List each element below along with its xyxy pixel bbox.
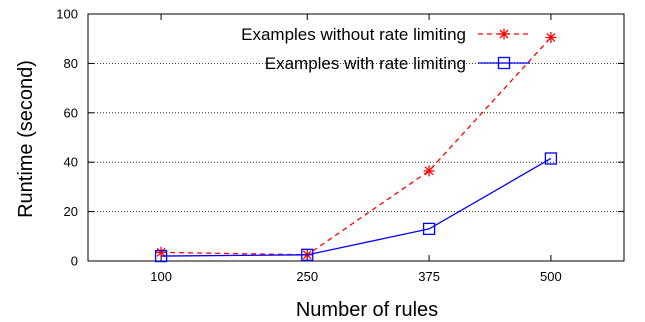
x-tick-label: 375: [418, 269, 440, 284]
legend: Examples without rate limiting Examples w…: [241, 25, 530, 73]
series-0-point: [545, 31, 557, 43]
plot-frame: [87, 13, 625, 262]
series-1-point: [301, 248, 314, 261]
legend-marker: [498, 28, 510, 40]
y-tick-label: 40: [64, 155, 78, 170]
series-1-point: [422, 222, 436, 236]
y-tick-label: 0: [71, 254, 78, 269]
y-axis-title: Runtime (second): [15, 60, 37, 218]
plot-border: [87, 13, 625, 262]
legend-label: Examples without rate limiting: [241, 25, 466, 44]
y-tick-label: 60: [64, 105, 78, 120]
legend-marker: [497, 56, 511, 70]
y-tick-label: 80: [64, 56, 78, 71]
x-tick-label: 250: [296, 269, 318, 284]
x-tick-label: 500: [540, 269, 562, 284]
series-0-point: [423, 165, 435, 177]
y-axis: 0 20 40 60 80 100: [56, 7, 624, 269]
y-tick-label: 20: [64, 204, 78, 219]
series-line-1: [161, 157, 552, 257]
series-1-point: [154, 249, 168, 263]
y-tick-label: 100: [56, 7, 78, 22]
legend-label: Examples with rate limiting: [265, 54, 466, 73]
data-series: [154, 31, 558, 263]
x-axis: 100 250 375 500: [150, 14, 562, 284]
series-0-point: [155, 246, 167, 258]
x-axis-title: Number of rules: [296, 299, 438, 321]
series-line-0: [161, 37, 552, 256]
x-tick-label: 100: [150, 269, 172, 284]
series-1-point: [544, 152, 558, 165]
grid-lines: [88, 63, 624, 213]
